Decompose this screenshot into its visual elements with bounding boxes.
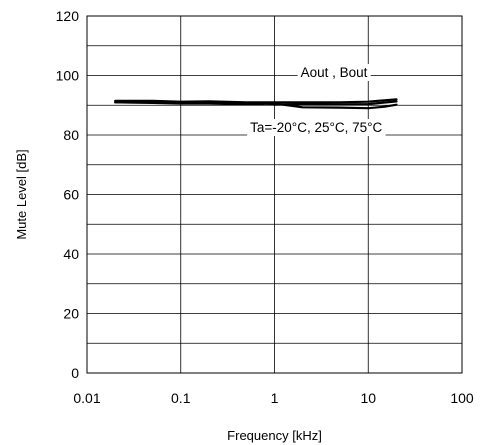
y-axis-tick-labels: 0 20 40 60 80 100 120: [56, 8, 80, 381]
y-tick-label: 0: [71, 365, 79, 381]
plot-area-frame: [86, 15, 463, 374]
x-tick-label: 0.01: [73, 390, 100, 406]
x-tick-label: 100: [450, 390, 474, 406]
series-layer: [114, 98, 398, 110]
series-line-3: [114, 101, 398, 110]
annotations: Aout , Bout Ta=-20°C, 25°C, 75°C: [247, 63, 386, 137]
y-tick-label: 120: [56, 8, 80, 24]
x-tick-label: 10: [360, 390, 376, 406]
y-axis-title: Mute Level [dB]: [14, 149, 29, 239]
annotation-background: [247, 119, 386, 137]
y-tick-label: 40: [63, 246, 79, 262]
x-tick-label: 1: [271, 390, 279, 406]
y-tick-label: 80: [63, 127, 79, 143]
x-tick-label: 0.1: [171, 390, 191, 406]
x-axis-tick-labels: 0.01 0.1 1 10 100: [73, 390, 474, 406]
y-tick-label: 100: [56, 68, 80, 84]
annotation-text: Ta=-20°C, 25°C, 75°C: [250, 120, 382, 135]
x-axis-title: Frequency [kHz]: [227, 428, 322, 443]
grid: [87, 16, 462, 373]
annotation-background: [297, 63, 371, 81]
annotation-text: Aout , Bout: [301, 65, 368, 80]
y-tick-label: 60: [63, 187, 79, 203]
y-tick-label: 20: [63, 306, 79, 322]
annotation-2: Ta=-20°C, 25°C, 75°C: [247, 119, 386, 137]
annotation-1: Aout , Bout: [297, 63, 371, 81]
